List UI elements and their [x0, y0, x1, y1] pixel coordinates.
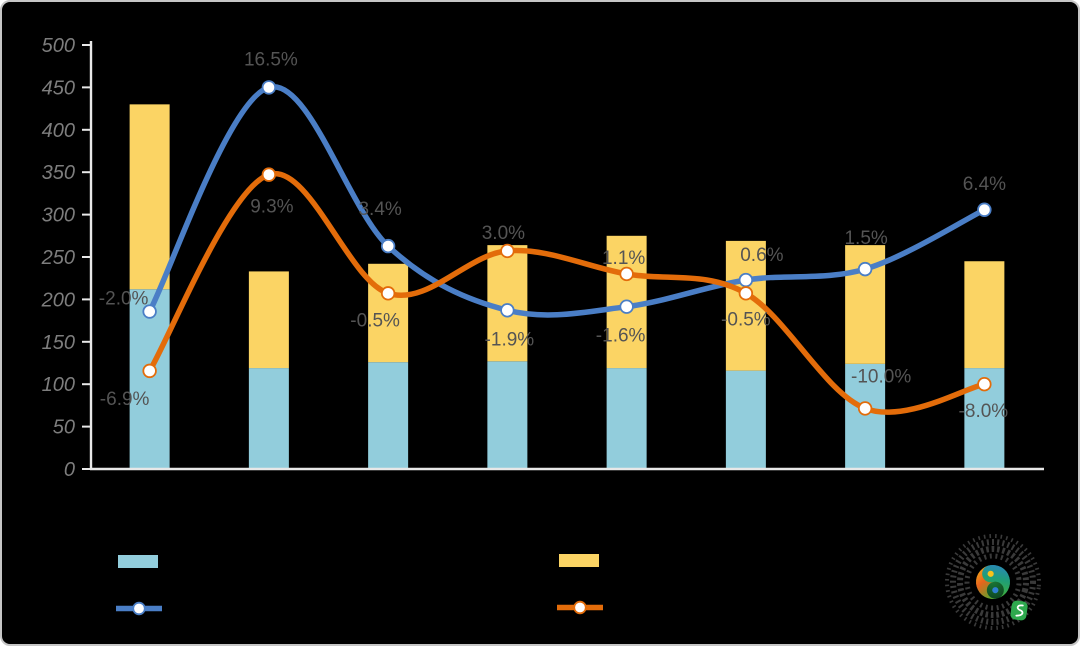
- logo-green-stamp: [1010, 600, 1028, 621]
- y-tick-label: 0: [64, 459, 75, 481]
- y-tick-label: 150: [42, 332, 75, 354]
- logo-sphere: [976, 565, 1010, 599]
- data-label: 1.1%: [602, 248, 645, 269]
- line-orange-marker: [977, 377, 992, 392]
- legend-marker-line-orange: [556, 599, 604, 616]
- line-orange-marker: [857, 401, 873, 416]
- y-tick-label: 450: [42, 77, 75, 99]
- data-label: 6.4%: [963, 174, 1006, 195]
- line-blue-marker: [142, 304, 157, 319]
- line-blue-marker: [857, 261, 873, 277]
- data-label: -1.6%: [596, 326, 646, 347]
- bar-segment-bottom: [129, 289, 170, 469]
- bar-segment-bottom: [606, 368, 647, 469]
- y-tick-label: 400: [42, 120, 75, 142]
- bar-segment-bottom: [368, 362, 409, 469]
- bar-segment-top: [248, 271, 289, 369]
- line-blue-marker: [977, 202, 992, 217]
- legend-marker-line-blue: [115, 600, 163, 617]
- data-label: -6.9%: [100, 389, 150, 410]
- combo-chart: 500450400350300250200150100500-2.0%16.5%…: [41, 35, 1044, 481]
- line-blue-marker: [261, 80, 277, 95]
- line-orange-marker: [261, 167, 277, 182]
- bar-segment-top: [129, 104, 170, 290]
- bar-segment-bottom: [845, 363, 886, 469]
- data-label: 3.0%: [482, 223, 525, 244]
- data-label: -0.5%: [721, 309, 771, 330]
- bar-segment-bottom: [725, 370, 766, 469]
- data-label: 16.5%: [244, 49, 298, 70]
- line-blue-marker: [500, 303, 515, 318]
- line-orange-marker: [738, 286, 754, 301]
- line-blue-marker: [619, 299, 634, 314]
- brand-logo: [945, 534, 1041, 630]
- bar-segment-top: [368, 263, 409, 363]
- data-label: 1.5%: [844, 228, 887, 249]
- y-tick-label: 500: [42, 35, 75, 57]
- line-blue-marker: [380, 238, 396, 254]
- legend-swatch-bar-bottom-lightblue: [118, 555, 158, 568]
- y-tick-label: 200: [41, 289, 75, 311]
- data-label: 9.3%: [250, 197, 293, 218]
- bar-segment-bottom: [248, 368, 289, 469]
- line-orange-marker: [380, 286, 396, 301]
- data-label: 3.4%: [358, 199, 401, 220]
- line-orange-marker: [619, 266, 634, 282]
- y-tick-label: 100: [42, 374, 75, 396]
- y-tick-label: 300: [42, 205, 75, 227]
- line-blue-marker: [738, 272, 754, 288]
- data-label: -1.9%: [485, 329, 535, 350]
- bar-segment-top: [964, 261, 1005, 369]
- y-tick-label: 50: [53, 417, 75, 439]
- y-tick-label: 250: [41, 247, 75, 269]
- data-label: -8.0%: [959, 401, 1009, 422]
- data-label: -2.0%: [99, 289, 149, 310]
- data-label: 0.6%: [740, 245, 783, 266]
- legend-swatch-bar-top-yellow: [559, 554, 599, 567]
- line-orange-marker: [142, 363, 157, 379]
- bar-segment-bottom: [487, 361, 528, 469]
- line-orange-marker: [500, 243, 515, 259]
- data-label: -0.5%: [350, 310, 400, 331]
- data-label: -10.0%: [851, 366, 911, 387]
- y-tick-label: 350: [42, 162, 75, 184]
